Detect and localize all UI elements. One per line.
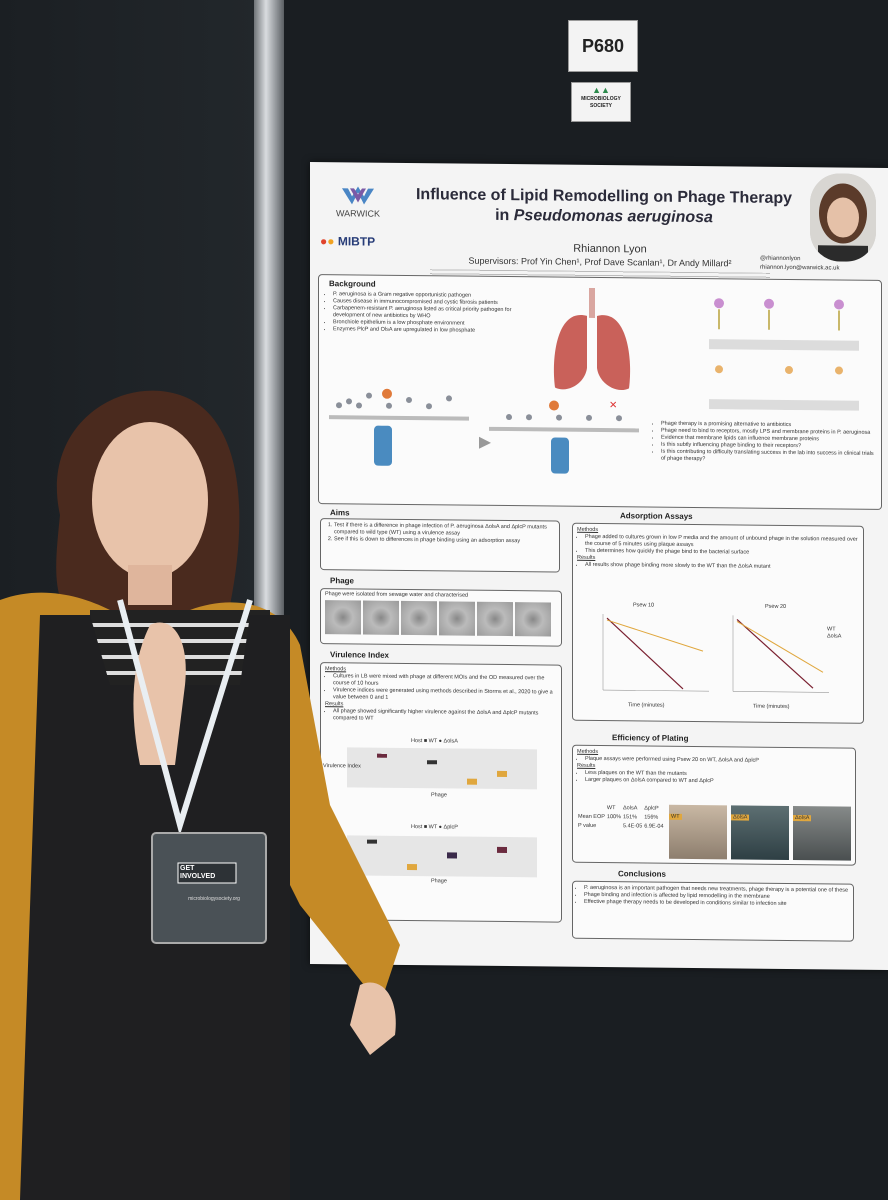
adsorption-heading: Adsorption Assays [620,511,693,521]
poster-title: Influence of Lipid Remodelling on Phage … [384,185,824,230]
poster-email: rhiannon.lyon@warwick.ac.uk [760,264,840,272]
poster-author: Rhiannon Lyon [573,242,647,256]
eop-methods-label: Methods [577,748,599,755]
society-logo-text: MICROBIOLOGY SOCIETY [581,96,621,109]
lanyard-url: microbiologysociety.org [188,896,240,902]
conclusion-point: Effective phage therapy needs to be deve… [584,899,850,909]
svg-text:✕: ✕ [609,400,617,411]
adsorption-section: Methods Phage added to cultures grown in… [572,522,864,724]
mibtp-logo: ●● MIBTP [320,234,376,249]
adsorption-graph-2 [732,615,829,693]
poster-title-species: Pseudomonas aeruginosa [513,207,713,227]
adsorption-methods-label: Methods [577,526,599,533]
society-logo-icon: ▲▲ [592,85,610,95]
lungs-icon [553,287,631,390]
research-poster: WARWICK ●● MIBTP Influence of Lipid Remo… [310,161,888,971]
eop-results-label: Results [577,762,596,769]
eop-result: Larger plaques on ΔolsA compared to WT a… [585,777,851,787]
mibtp-logo-text: MIBTP [337,234,376,249]
background-points-left: P. aeruginosa is a Gram negative opportu… [325,291,525,335]
eop-heading: Efficiency of Plating [612,733,689,743]
society-sign: ▲▲ MICROBIOLOGY SOCIETY [571,82,631,122]
phage-image [439,601,475,636]
heatmap2-xlabel: Phage [431,878,447,885]
poster-title-prefix: in [495,206,514,225]
author-portrait-icon [810,173,876,262]
warwick-logo-icon: WARWICK [336,186,380,219]
presenter-person [0,390,400,1200]
adsorption-result: All results show phage binding more slow… [585,562,859,572]
lanyard-card-text: GET INVOLVED [180,865,240,881]
graph1-title: Psew 10 [633,602,655,609]
background-section: Background P. aeruginosa is a Gram negat… [318,274,882,510]
phage-image [515,602,551,637]
poster-supervisors: Supervisors: Prof Yin Chen¹, Prof Dave S… [468,255,732,269]
booth-number-label: P680 [568,20,638,72]
eop-method: Plaque assays were performed using Psew … [585,756,851,766]
plate-wt: WT [669,804,727,860]
graph2-xlabel: Time (minutes) [753,703,790,710]
adsorption-graph-1 [602,614,709,692]
plate-plcp: ΔolsA [793,806,851,861]
table-row: P value 5.4E-05 6.9E-04 [578,822,664,830]
membrane-diagram: ✕ [329,388,639,474]
graph1-xlabel: Time (minutes) [628,702,665,709]
bg-right-point: Is this contributing to difficulty trans… [661,449,878,465]
legend-mutant: ΔolsA [827,633,842,640]
adsorption-results-label: Results [577,554,596,561]
eop-table: WT ΔolsA ΔplcP Mean EOP 100% 151% 156% P valu… [577,804,665,832]
bg-point: Enzymes PlcP and OlsA are upregulated in… [333,326,525,335]
background-heading: Background [329,279,376,289]
graph-legend: WT ΔolsA [827,626,841,640]
warwick-logo-text: WARWICK [336,208,380,218]
eop-section: Methods Plaque assays were performed usi… [572,744,856,866]
adsorption-point: This determines how quickly the phage bi… [585,548,859,558]
poster-contacts: @rhiannonlyon rhiannon.lyon@warwick.ac.u… [760,255,882,274]
phage-image [477,601,513,637]
lanyard-line1: GET [180,865,195,872]
author-photo [810,173,876,262]
plate-olsa: ΔolsA [731,805,789,860]
graph2-title: Psew 20 [765,603,787,610]
conclusions-heading: Conclusions [618,869,667,879]
conclusions-section: P. aeruginosa is an important pathogen t… [572,880,854,942]
lipid-pathway-diagram [709,298,859,411]
background-points-right: Phage therapy is a promising alternative… [653,421,878,465]
heatmap1-xlabel: Phage [431,792,447,799]
lanyard-line2: INVOLVED [180,873,216,880]
